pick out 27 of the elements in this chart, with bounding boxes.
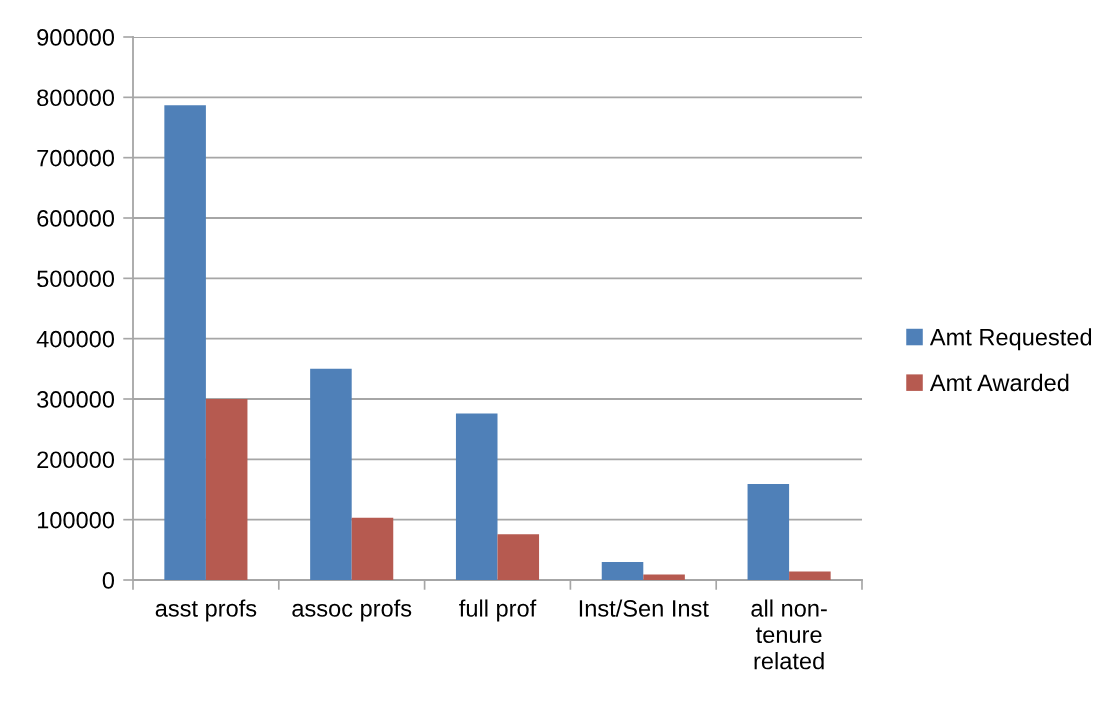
bar [497,534,540,580]
y-tick-label: 500000 [37,270,115,288]
x-tick-label: Inst/Sen Inst [579,599,709,617]
bar [601,561,644,580]
x-tick-label: assoc profs [292,599,412,622]
y-tick-label: 300000 [37,391,115,408]
y-tick-label: 100000 [37,511,115,529]
bar [643,574,685,580]
y-tick-label: 900000 [37,29,115,46]
bar [310,368,352,580]
y-tick-label: 700000 [37,149,115,167]
bar [164,105,206,580]
legend-label: Amt Awarded [929,373,1069,392]
bar [789,571,831,580]
bar [455,413,498,580]
legend-label: Amt Requested [929,328,1092,351]
y-tick-label: 800000 [37,89,115,107]
bar [205,399,248,580]
y-tick-label: 400000 [36,330,115,348]
x-tick-label: full prof [459,599,537,622]
bar [351,517,394,580]
y-tick-label: 600000 [37,210,115,227]
y-tick-label: 200000 [37,451,115,469]
x-tick-label: asst profs [155,599,257,622]
y-tick-label: 0 [102,572,115,589]
x-tick-label: all non- tenure related [751,599,827,670]
bar [747,484,790,580]
